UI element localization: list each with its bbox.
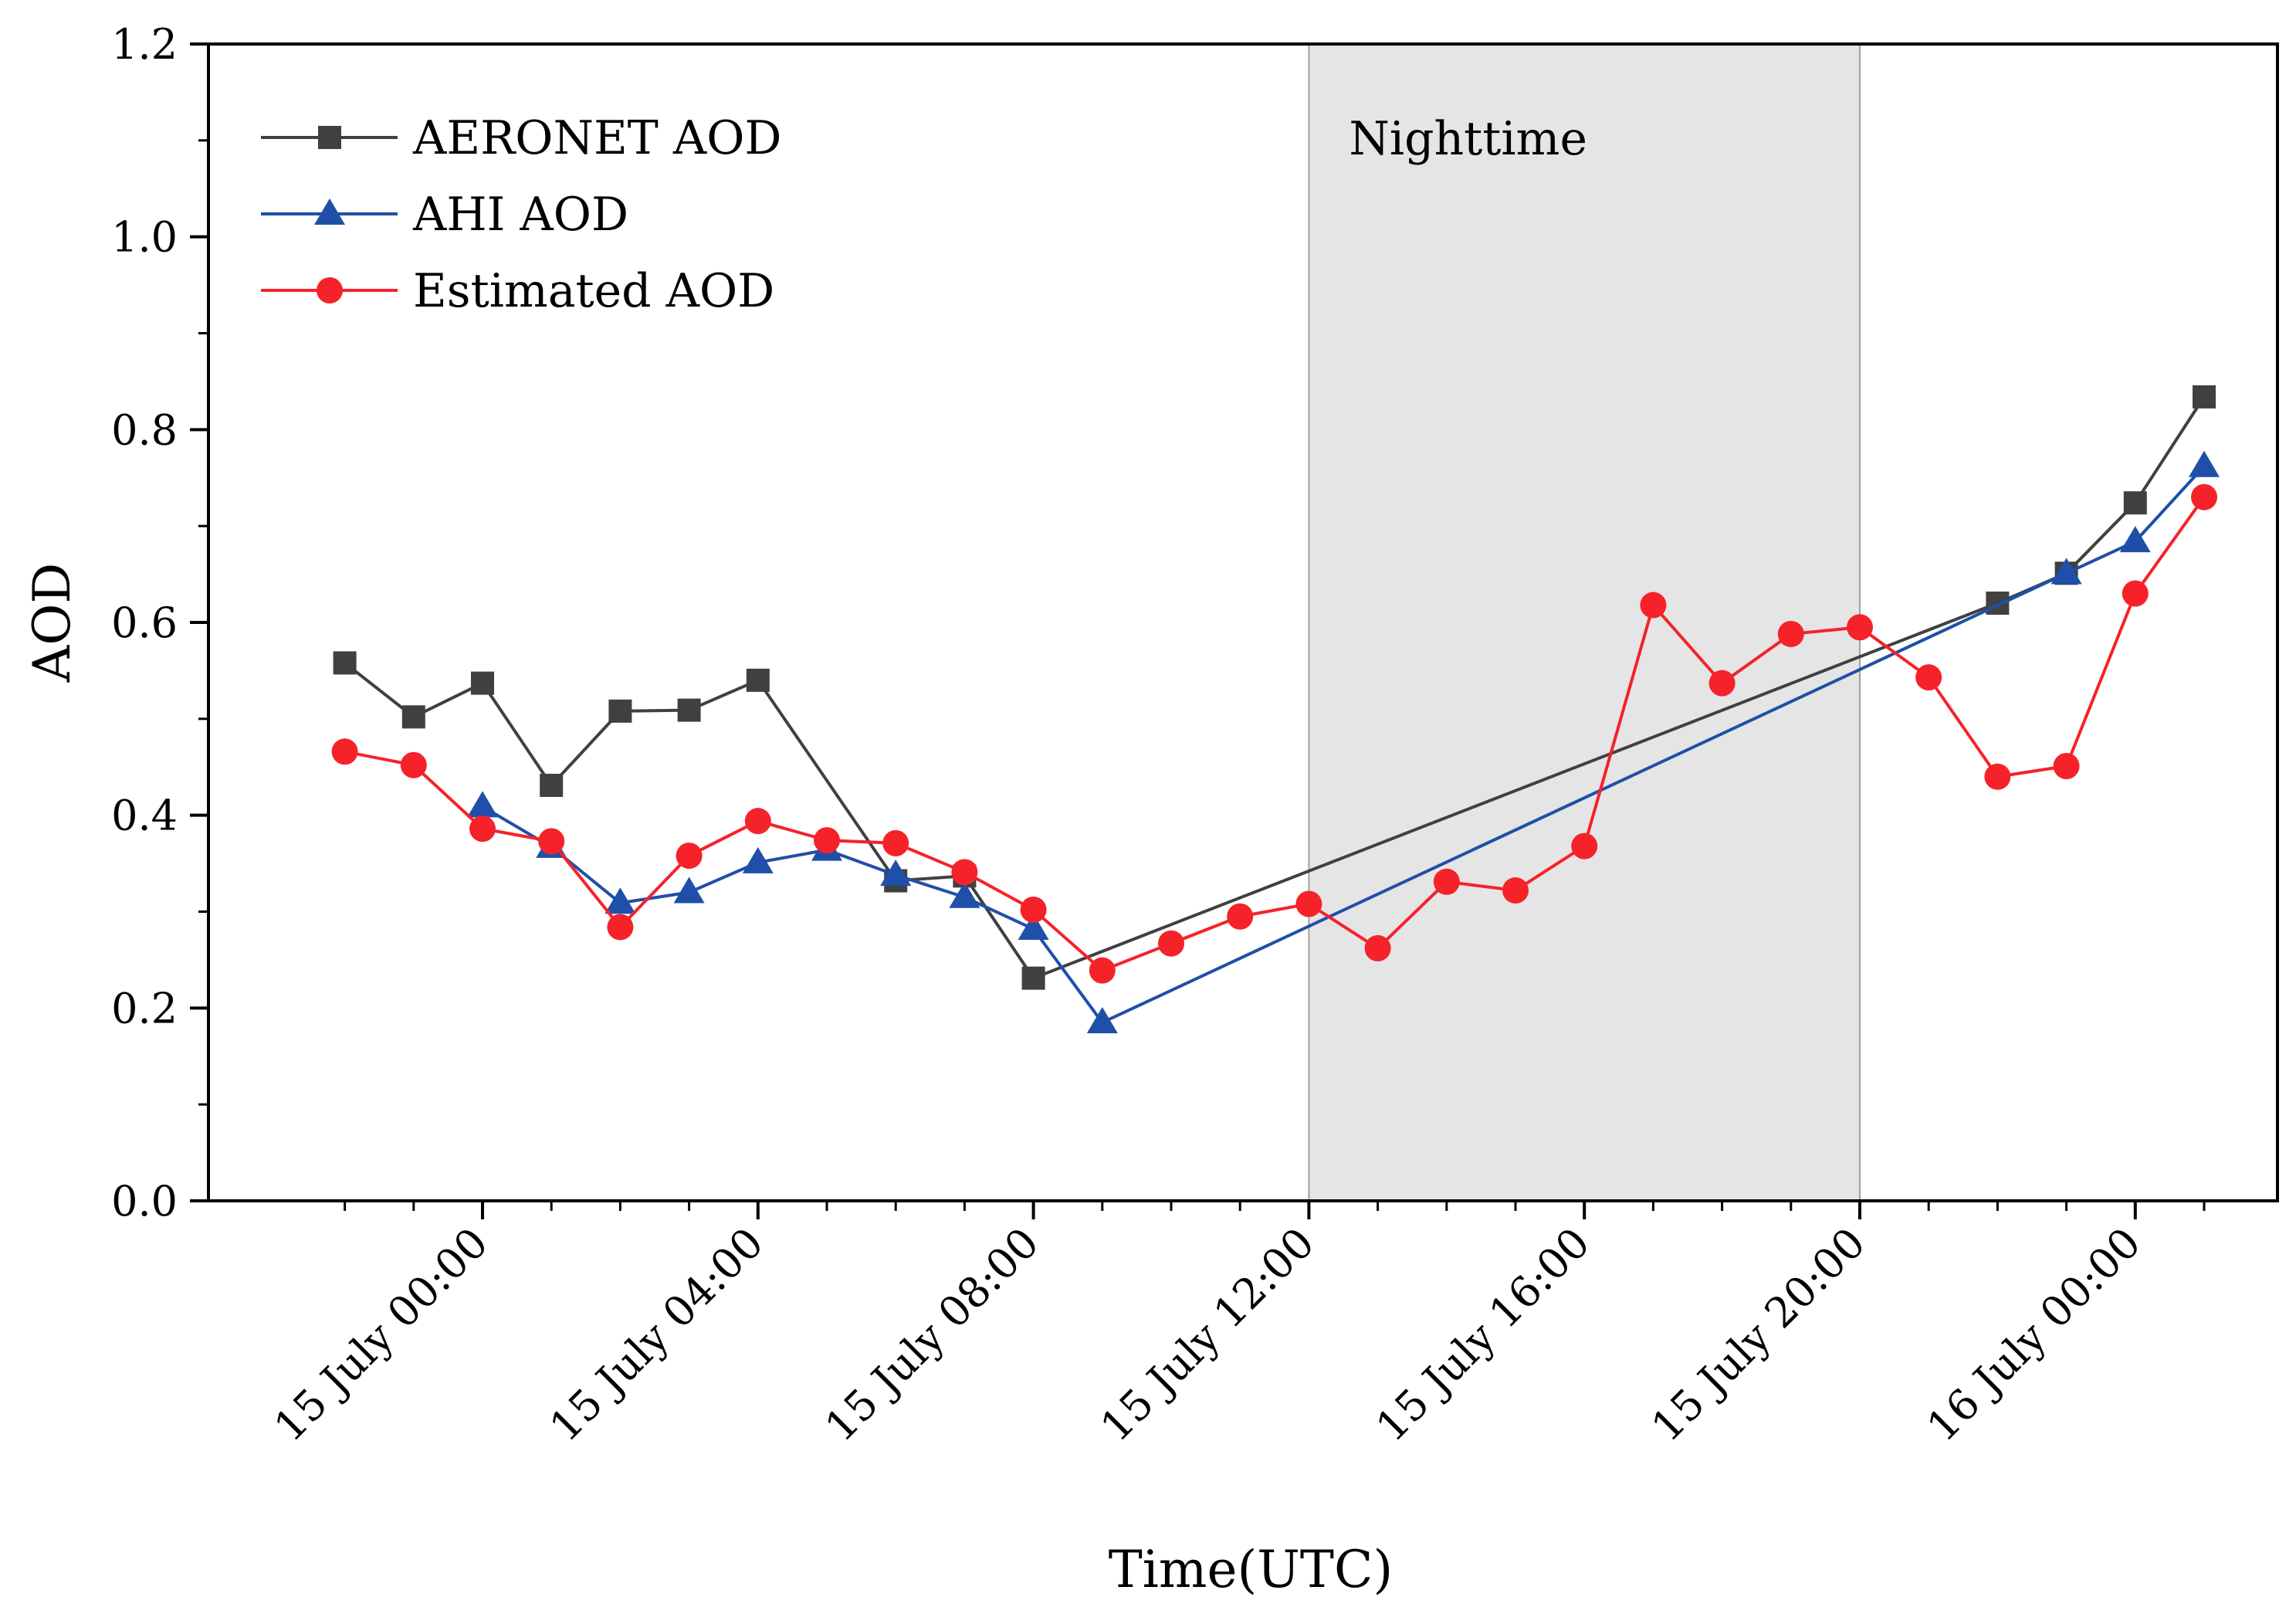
data-point-estimated-aod	[1502, 877, 1529, 904]
data-point-estimated-aod	[1915, 664, 1942, 691]
data-point-aeronet-aod	[2193, 385, 2216, 409]
nighttime-shade	[1308, 43, 1861, 1202]
data-point-aeronet-aod	[2123, 491, 2147, 515]
data-point-estimated-aod	[607, 914, 634, 941]
data-point-estimated-aod	[1364, 934, 1391, 961]
data-point-ahi-aod	[1018, 913, 1049, 940]
y-tick-label: 0.8	[111, 405, 178, 454]
data-point-estimated-aod	[469, 815, 496, 843]
legend-marker	[317, 277, 343, 303]
data-point-ahi-aod	[880, 860, 912, 887]
data-point-aeronet-aod	[677, 698, 701, 722]
data-point-aeronet-aod	[540, 773, 564, 797]
series-line-estimated-aod	[344, 496, 2206, 972]
data-point-ahi-aod	[2050, 558, 2082, 585]
legend-label: AERONET AOD	[412, 111, 782, 165]
data-point-estimated-aod	[1571, 832, 1598, 860]
data-point-estimated-aod	[1295, 890, 1322, 917]
data-point-estimated-aod	[951, 859, 978, 886]
data-point-estimated-aod	[1640, 592, 1667, 619]
data-point-estimated-aod	[1708, 670, 1736, 697]
y-tick-label: 0.0	[111, 1177, 178, 1226]
data-point-aeronet-aod	[401, 705, 425, 729]
data-point-estimated-aod	[1158, 930, 1184, 957]
y-axis: 0.0 0.2 0.4 0.6 0.8 1.0 1.2	[111, 20, 208, 1226]
data-point-ahi-aod	[949, 881, 980, 908]
legend-item-estimated-aod: Estimated AOD	[261, 264, 774, 318]
y-tick-label: 0.2	[111, 984, 178, 1032]
series-layer	[331, 385, 2220, 1034]
nighttime-label: Nighttime	[1349, 112, 1587, 166]
data-point-aeronet-aod	[1021, 966, 1045, 990]
data-point-estimated-aod	[744, 808, 771, 835]
data-point-estimated-aod	[2191, 483, 2217, 510]
data-point-estimated-aod	[1433, 868, 1460, 895]
data-point-ahi-aod	[673, 877, 705, 904]
nighttime-band: Nighttime	[1308, 43, 1861, 1202]
legend-item-ahi-aod: AHI AOD	[261, 188, 628, 242]
data-point-estimated-aod	[2053, 753, 2080, 780]
data-point-estimated-aod	[1227, 903, 1254, 930]
series-ahi-aod	[467, 450, 2220, 1034]
x-axis-title: Time(UTC)	[1109, 1540, 1393, 1599]
data-point-estimated-aod	[814, 827, 840, 854]
data-point-aeronet-aod	[746, 668, 770, 692]
data-point-ahi-aod	[467, 791, 498, 818]
data-point-estimated-aod	[1777, 620, 1804, 647]
data-point-ahi-aod	[742, 846, 774, 873]
legend-label: Estimated AOD	[413, 264, 774, 318]
data-point-estimated-aod	[1847, 614, 1873, 641]
data-point-ahi-aod	[2119, 526, 2151, 553]
legend-label: AHI AOD	[412, 188, 628, 242]
y-tick-label: 1.2	[111, 20, 178, 69]
data-point-estimated-aod	[538, 828, 565, 855]
data-point-estimated-aod	[1020, 897, 1047, 924]
data-point-ahi-aod	[604, 887, 636, 914]
legend: AERONET AOD AHI AOD Estimated AOD	[261, 111, 782, 318]
y-axis-title: AOD	[22, 563, 82, 683]
y-tick-label: 0.6	[111, 598, 178, 647]
data-point-aeronet-aod	[608, 699, 632, 723]
data-point-aeronet-aod	[333, 651, 357, 675]
data-point-estimated-aod	[1089, 957, 1116, 984]
y-tick-label: 0.4	[111, 792, 178, 840]
data-point-estimated-aod	[676, 843, 703, 870]
data-point-estimated-aod	[331, 738, 358, 765]
legend-marker	[314, 198, 345, 225]
y-tick-label: 1.0	[111, 213, 178, 262]
data-point-estimated-aod	[2122, 580, 2149, 607]
data-point-estimated-aod	[1984, 763, 2011, 790]
data-point-ahi-aod	[1086, 1007, 1118, 1034]
data-point-estimated-aod	[400, 751, 427, 778]
data-point-aeronet-aod	[471, 671, 494, 695]
data-point-ahi-aod	[2189, 450, 2220, 477]
legend-marker	[318, 126, 341, 149]
series-estimated-aod	[331, 483, 2217, 984]
legend-item-aeronet-aod: AERONET AOD	[261, 111, 782, 165]
data-point-estimated-aod	[882, 829, 909, 856]
